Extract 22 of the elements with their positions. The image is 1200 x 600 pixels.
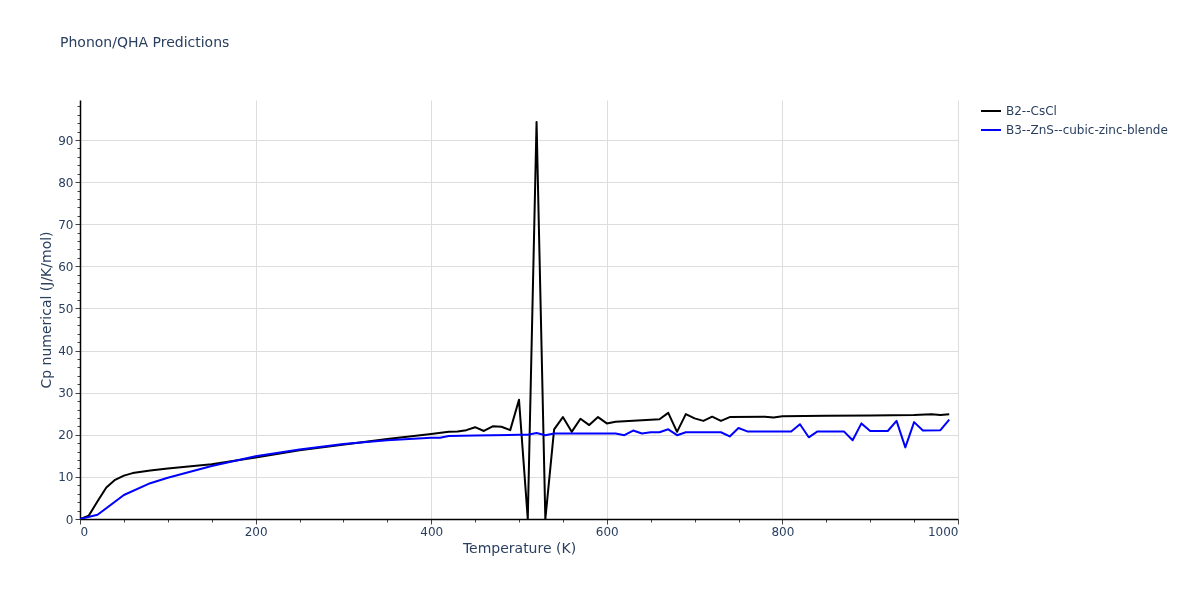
chart-title: Phonon/QHA Predictions [60,34,230,50]
x-axis-title: Temperature (K) [461,539,577,556]
line-series [80,418,951,519]
x-tick-label: 400 [420,524,444,539]
x-tick-label: 600 [595,524,619,539]
y-tick-label: 10 [58,470,74,485]
y-tick-label: 20 [58,428,74,443]
y-tick-label: 70 [58,217,74,232]
legend-label: B2--CsCl [1006,104,1057,118]
y-tick-label: 50 [58,301,74,316]
x-tick-label: 1000 [927,524,959,539]
y-tick-label: 0 [65,512,74,527]
y-tick-label: 30 [58,386,74,401]
legend-label: B3--ZnS--cubic-zinc-blende [1006,123,1168,137]
x-tick-label: 0 [80,524,89,539]
x-tick-label: 200 [244,524,268,539]
y-tick-label: 80 [58,175,74,190]
x-tick-label: 800 [771,524,795,539]
y-axis-title: Cp numerical (J/K/mol) [38,231,55,389]
y-tick-label: 60 [58,259,74,274]
y-tick-label: 40 [58,344,74,359]
y-tick-label: 90 [58,133,74,148]
